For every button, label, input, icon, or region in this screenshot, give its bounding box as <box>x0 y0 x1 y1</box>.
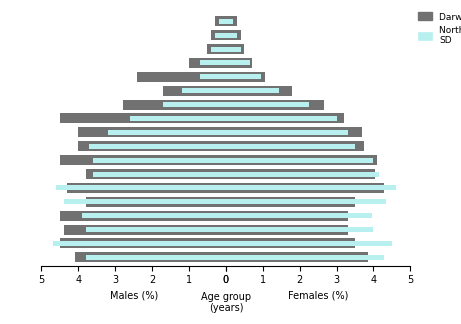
Bar <box>226 19 233 24</box>
Bar <box>226 144 355 149</box>
Bar <box>226 197 355 207</box>
X-axis label: Males (%): Males (%) <box>110 291 158 301</box>
X-axis label: Females (%): Females (%) <box>288 291 348 301</box>
Bar <box>182 88 226 93</box>
Bar <box>200 61 226 65</box>
Bar <box>226 241 392 246</box>
Bar <box>189 58 226 68</box>
Bar <box>226 102 309 107</box>
Bar <box>226 211 348 221</box>
Bar <box>226 213 372 218</box>
Bar <box>226 58 252 68</box>
Bar <box>226 72 265 82</box>
Bar <box>226 199 386 204</box>
Bar <box>215 33 226 38</box>
Bar <box>226 74 261 79</box>
Bar <box>226 61 250 65</box>
Bar <box>226 255 384 260</box>
Bar <box>137 72 226 82</box>
Bar <box>53 241 226 246</box>
Bar <box>219 19 226 24</box>
Bar <box>226 44 244 54</box>
Bar <box>211 30 226 40</box>
Bar <box>226 171 379 177</box>
Bar <box>207 44 226 54</box>
Bar <box>64 225 226 235</box>
Bar <box>163 102 226 107</box>
Bar <box>64 199 226 204</box>
Bar <box>60 211 226 221</box>
Bar <box>226 130 348 135</box>
Bar <box>86 169 226 179</box>
Bar <box>56 185 226 191</box>
Bar <box>226 88 279 93</box>
Text: Age group
(years): Age group (years) <box>201 292 251 313</box>
Bar <box>93 171 226 177</box>
Bar <box>226 16 237 26</box>
Bar <box>123 99 226 110</box>
Bar <box>78 141 226 151</box>
Bar <box>200 74 226 79</box>
Bar <box>108 130 226 135</box>
Bar <box>163 86 226 96</box>
Bar <box>226 185 396 191</box>
Bar <box>226 116 337 121</box>
Bar <box>211 47 226 52</box>
Bar <box>226 33 237 38</box>
Bar <box>226 99 324 110</box>
Bar <box>226 113 344 123</box>
Bar <box>226 155 377 165</box>
Bar <box>78 127 226 137</box>
Bar <box>86 227 226 232</box>
Bar <box>226 86 292 96</box>
Bar <box>226 158 373 163</box>
Bar <box>82 213 226 218</box>
Bar <box>75 252 226 262</box>
Bar <box>226 225 348 235</box>
Bar <box>67 183 226 193</box>
Bar <box>226 47 241 52</box>
Bar <box>226 183 384 193</box>
Bar <box>226 127 362 137</box>
Bar <box>60 238 226 249</box>
Bar <box>226 30 241 40</box>
Bar <box>60 113 226 123</box>
Bar <box>93 158 226 163</box>
Bar <box>60 155 226 165</box>
Bar <box>226 238 355 249</box>
Bar <box>130 116 226 121</box>
Bar <box>215 16 226 26</box>
Bar <box>226 252 368 262</box>
Bar <box>86 255 226 260</box>
Legend: Darwin SD, Northern Territory - Bal
SD: Darwin SD, Northern Territory - Bal SD <box>419 12 461 45</box>
Bar <box>226 141 364 151</box>
Bar <box>86 197 226 207</box>
Bar <box>226 227 373 232</box>
Bar <box>226 169 375 179</box>
Bar <box>89 144 226 149</box>
